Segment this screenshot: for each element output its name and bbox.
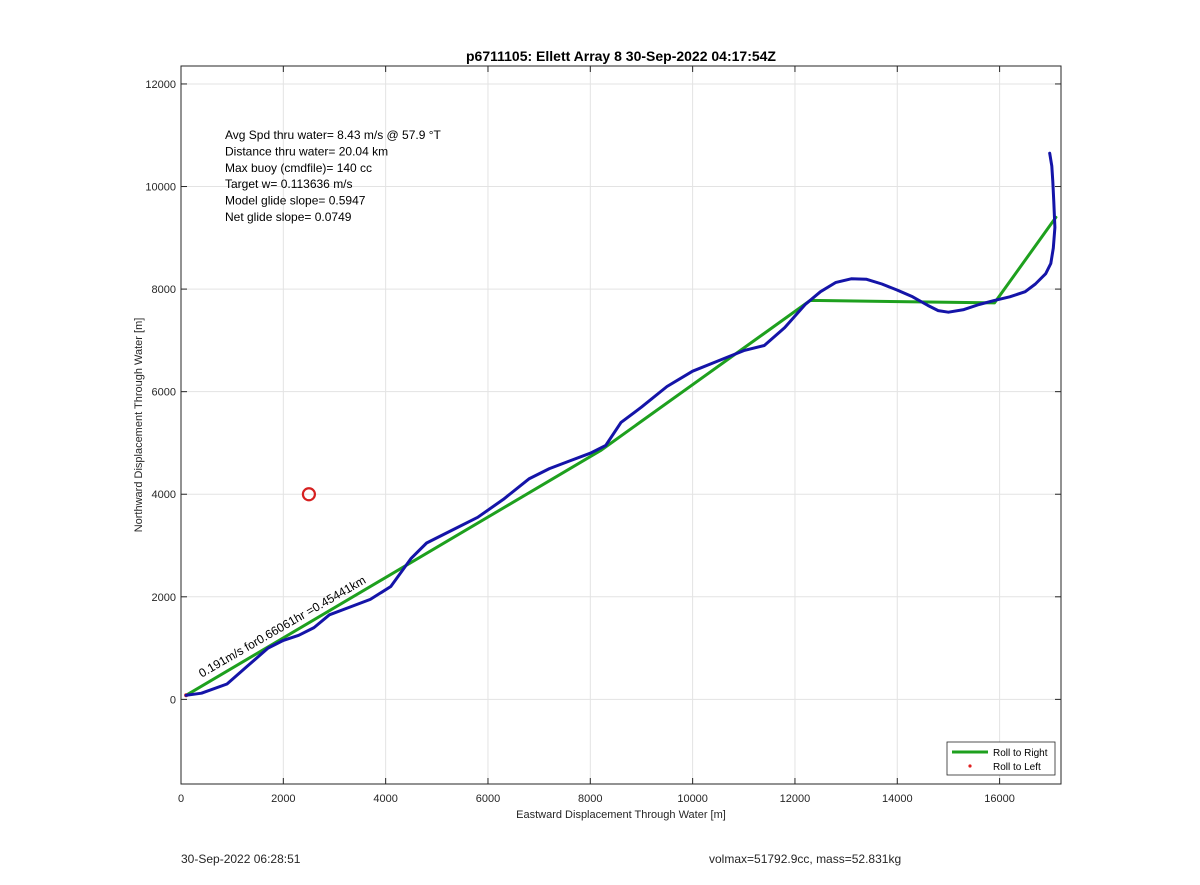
x-tick-label: 14000 [882, 793, 913, 805]
series-layer [184, 151, 1058, 698]
x-tick-label: 16000 [984, 793, 1015, 805]
annotation-line: Avg Spd thru water= 8.43 m/s @ 57.9 °T [225, 128, 442, 142]
y-tick-label: 0 [170, 694, 176, 706]
footer-volmax: volmax=51792.9cc, mass=52.831kg [709, 852, 902, 866]
legend: Roll to Right Roll to Left [946, 741, 1056, 776]
annotation-line: Model glide slope= 0.5947 [225, 194, 366, 208]
y-tick-label: 4000 [152, 489, 176, 501]
annotation-line: Target w= 0.113636 m/s [225, 177, 353, 191]
y-tick-label: 10000 [145, 182, 176, 194]
x-tick-label: 6000 [476, 793, 500, 805]
x-tick-label: 2000 [271, 793, 295, 805]
x-axis-label: Eastward Displacement Through Water [m] [516, 809, 726, 821]
legend-box [946, 741, 1056, 776]
y-axis-label: Northward Displacement Through Water [m] [133, 318, 145, 533]
target-marker [301, 487, 317, 502]
x-tick-label: 8000 [578, 793, 602, 805]
stats-annotations: Avg Spd thru water= 8.43 m/s @ 57.9 °T Di… [225, 128, 442, 224]
x-tick-label: 4000 [373, 793, 397, 805]
legend-roll-left-swatch [968, 764, 972, 768]
y-tick-label: 2000 [152, 592, 176, 604]
x-tick-label: 0 [178, 793, 184, 805]
legend-roll-left-label: Roll to Left [993, 762, 1041, 773]
footer-timestamp: 30-Sep-2022 06:28:51 [181, 852, 301, 866]
current-annotation: 0.191m/s for0.66061hr =0.45441km [196, 573, 368, 680]
annotation-line: Max buoy (cmdfile)= 140 cc [225, 161, 372, 175]
y-tick-label: 8000 [152, 284, 176, 296]
annotation-line: Net glide slope= 0.0749 [225, 210, 352, 224]
y-tick-label: 6000 [152, 387, 176, 399]
y-tick-label: 12000 [145, 79, 176, 91]
chart-title: p6711105: Ellett Array 8 30-Sep-2022 04:… [466, 48, 776, 64]
axes-box [180, 65, 1062, 785]
grid-lines [180, 66, 1061, 784]
x-tick-label: 12000 [780, 793, 811, 805]
legend-roll-right-label: Roll to Right [993, 748, 1048, 759]
x-tick-label: 10000 [677, 793, 708, 805]
axis-ticks: 0 2000 4000 6000 8000 10000 12000 14000 16000 0 20… [145, 66, 1061, 805]
series-line-2 [184, 151, 1057, 697]
annotation-line: Distance thru water= 20.04 km [225, 144, 388, 158]
